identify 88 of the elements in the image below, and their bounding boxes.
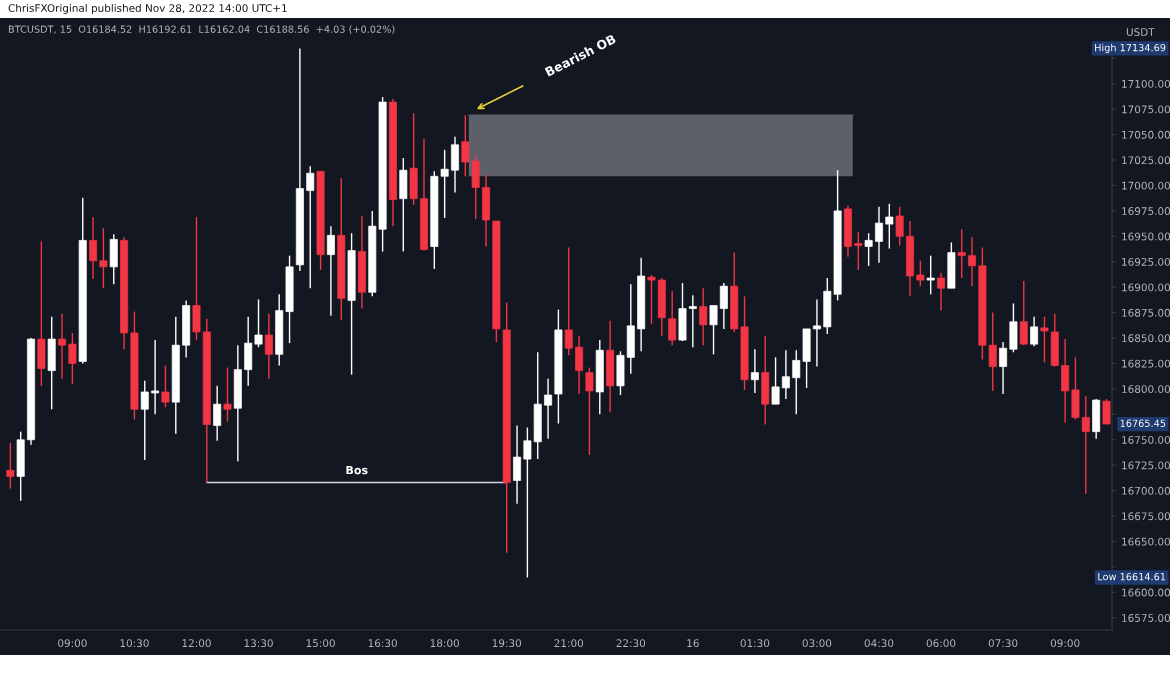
candlestick (937, 272, 945, 312)
x-tick-label: 18:00 (430, 639, 459, 648)
y-tick-label: 16575.00 (1122, 614, 1170, 622)
annotation: High 17134.69 (1095, 43, 1166, 54)
y-tick-label: 17050.00 (1122, 130, 1170, 139)
candlestick (895, 206, 904, 247)
candlestick (99, 227, 108, 289)
x-tick-label: 04:30 (864, 639, 894, 648)
chart-title: ChrisFXOriginal published Nov 28, 2022 14:00 UTC+1 (8, 3, 287, 15)
annotation: Low 16614.61 (1098, 572, 1166, 581)
candlestick (264, 312, 273, 380)
candlestick (926, 254, 935, 296)
candlestick (254, 298, 263, 348)
y-tick-label: 16925.00 (1122, 257, 1170, 266)
candlestick (864, 232, 873, 267)
x-tick-label: 15:00 (306, 639, 335, 648)
x-tick-label: 19:30 (492, 639, 522, 648)
y-tick-label: 16825.00 (1122, 359, 1170, 368)
chart-subtitle: BTCUSDT, 15 O16184.52 H16192.61 L16162.04 C16188.56 +4.03 (+0.02%) (8, 25, 395, 34)
x-tick-label: 22:30 (616, 639, 646, 648)
text: 16765.45 (1120, 419, 1166, 427)
x-tick-label: 16 (687, 639, 699, 648)
y-tick-label: 16650.00 (1122, 537, 1170, 546)
candlestick (68, 332, 77, 385)
candlestick (306, 165, 315, 289)
candlestick (885, 203, 894, 250)
x-tick-label: 12:00 (182, 639, 211, 648)
series-label: Bos (346, 465, 368, 475)
candlestick (326, 225, 335, 317)
x-tick-label: 06:00 (926, 639, 956, 648)
candlestick (1019, 280, 1028, 346)
y-tick-label: 17075.00 (1122, 105, 1170, 114)
candlestick (647, 274, 656, 325)
candlestick (564, 246, 573, 357)
candlestick (6, 442, 15, 490)
candlestick (223, 366, 232, 423)
x-tick-label: 01:30 (740, 639, 770, 648)
x-tick-label: 10:30 (120, 639, 149, 648)
candlestick (699, 287, 708, 346)
candlestick (668, 290, 677, 346)
candlestick (513, 424, 522, 505)
y-tick-label: 16675.00 (1122, 512, 1170, 521)
x-tick-label: 07:30 (988, 639, 1018, 648)
candlestick (999, 341, 1008, 395)
x-tick-label: 21:00 (554, 639, 584, 648)
y-tick-label: 16950.00 (1122, 232, 1170, 241)
candlestick (161, 364, 170, 408)
y-tick-label: 16700.00 (1122, 486, 1170, 495)
candlestick (781, 349, 790, 400)
candlestick (688, 294, 697, 348)
candlestick (544, 378, 553, 440)
x-tick-label: 16:30 (368, 639, 397, 648)
y-tick-label: 16850.00 (1122, 334, 1170, 343)
candlestick (812, 298, 821, 368)
x-tick-label: 09:00 (58, 639, 87, 648)
candlestick (771, 356, 780, 405)
x-tick-label: 13:30 (244, 639, 273, 648)
y-tick-label: 16900.00 (1122, 283, 1170, 292)
candlestick (213, 385, 222, 442)
y-tick-label: 17025.00 (1122, 156, 1170, 165)
y-tick-label: 17000.00 (1122, 181, 1170, 190)
candlestick (1081, 395, 1090, 495)
candlestick (719, 282, 728, 330)
y-tick-label: 16725.00 (1122, 461, 1170, 470)
candlestick (1030, 315, 1039, 347)
candlestick (1040, 315, 1049, 364)
candlestick (575, 335, 584, 395)
candlestick (957, 228, 966, 279)
candlestick (854, 231, 863, 271)
x-tick-label: 03:00 (802, 639, 832, 648)
y-tick-label: 16750.00 (1122, 436, 1170, 444)
y-axis-title: USDT (1126, 28, 1155, 36)
x-tick-label: 09:00 (1050, 639, 1080, 648)
candlestick (968, 236, 977, 287)
candlestick (151, 339, 160, 416)
y-tick-label: 16875.00 (1122, 308, 1170, 317)
y-tick-label: 16600.00 (1122, 588, 1170, 597)
candlestick (750, 348, 759, 394)
candlestick (916, 260, 925, 287)
y-tick-label: 17100.00 (1122, 79, 1170, 88)
candlestick (585, 366, 594, 456)
candlestick (709, 304, 718, 356)
candlestick (58, 312, 67, 380)
candlestick (875, 206, 883, 264)
candlestick (89, 216, 98, 280)
candlestick (140, 380, 149, 461)
y-tick-label: 16975.00 (1122, 207, 1170, 215)
y-tick-label: 16800.00 (1122, 385, 1170, 394)
